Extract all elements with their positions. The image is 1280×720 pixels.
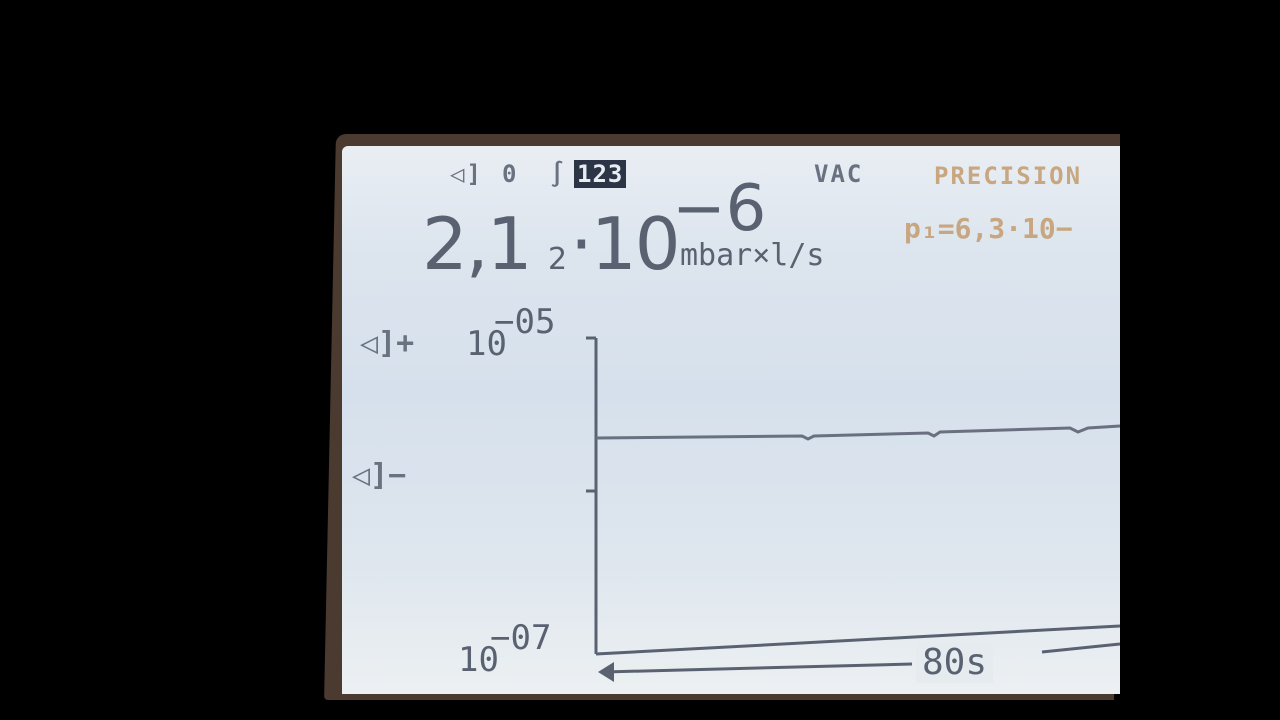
- leak-rate-mantissa: 2,1: [422, 202, 533, 286]
- time-arrow-tail: [1041, 642, 1120, 654]
- mode-vac-label: VAC: [814, 160, 864, 188]
- trend-graph: [586, 336, 1120, 682]
- zero-indicator: 0: [502, 160, 519, 188]
- frame-edge: [1120, 0, 1280, 720]
- range-indicator: 123: [574, 160, 627, 188]
- pressure-p1-reading: p₁=6,3·10−: [904, 212, 1073, 245]
- leak-rate-times-ten: ·10: [570, 202, 681, 286]
- y-axis-bottom-exponent: −07: [490, 618, 552, 658]
- mode-precision-label: PRECISION: [934, 162, 1083, 190]
- y-axis-bottom-base: 10: [458, 640, 499, 680]
- time-window-label: 80s: [916, 642, 994, 683]
- integral-icon: ∫: [550, 160, 567, 188]
- leak-rate-subscript: 2: [548, 242, 568, 277]
- alarm-lower-icon: ◁]−: [352, 458, 407, 493]
- leak-rate-unit: mbar×l/s: [680, 238, 825, 273]
- speaker-status-icon: ◁]: [450, 160, 483, 188]
- x-axis-line: [595, 624, 1120, 656]
- time-arrow-line: [603, 662, 913, 674]
- time-arrow-head: [598, 662, 614, 682]
- leak-rate-exponent: −6: [672, 172, 767, 246]
- leak-rate-trace: [595, 424, 1120, 441]
- y-axis-top-exponent: −05: [494, 302, 556, 342]
- alarm-upper-icon: ◁]+: [360, 326, 415, 361]
- y-axis-top-base: 10: [466, 324, 507, 364]
- lcd-screen: ◁] 0 ∫ 123 VAC PRECISION 2,1 2 ·10 −6 mb…: [342, 146, 1120, 694]
